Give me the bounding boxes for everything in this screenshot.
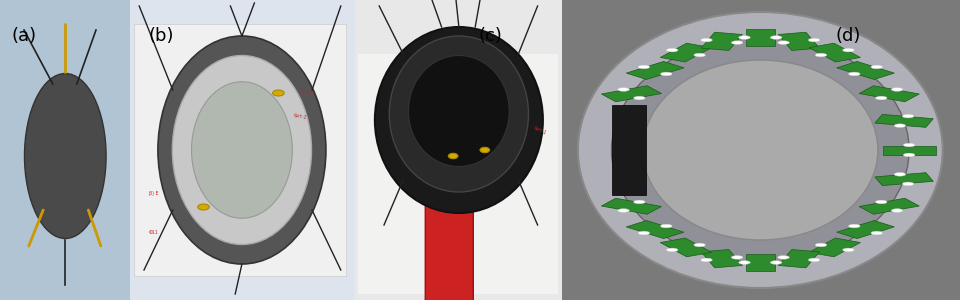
Ellipse shape: [24, 74, 107, 238]
Bar: [837, 61, 895, 80]
Circle shape: [808, 38, 820, 42]
Text: (b): (b): [149, 27, 175, 45]
Bar: [701, 250, 742, 268]
Ellipse shape: [578, 12, 943, 288]
Text: β) E: β) E: [149, 191, 158, 196]
Circle shape: [849, 224, 860, 228]
Ellipse shape: [273, 90, 284, 96]
Circle shape: [618, 209, 630, 212]
Ellipse shape: [173, 56, 311, 244]
Ellipse shape: [157, 36, 326, 264]
Bar: [746, 29, 775, 46]
Bar: [779, 250, 820, 268]
Ellipse shape: [480, 147, 490, 153]
Circle shape: [871, 65, 882, 69]
Bar: [809, 43, 860, 62]
Text: αμτ·1: αμτ·1: [533, 125, 547, 136]
Ellipse shape: [374, 27, 543, 213]
Circle shape: [903, 153, 915, 157]
Bar: [626, 61, 684, 80]
Bar: [859, 86, 920, 102]
FancyBboxPatch shape: [134, 24, 346, 276]
Circle shape: [894, 124, 905, 128]
Circle shape: [891, 209, 902, 212]
Ellipse shape: [192, 82, 292, 218]
Circle shape: [778, 41, 789, 44]
Ellipse shape: [198, 204, 209, 210]
Circle shape: [843, 248, 854, 252]
Bar: [660, 43, 711, 62]
Circle shape: [903, 143, 915, 147]
Circle shape: [618, 88, 630, 91]
FancyBboxPatch shape: [612, 105, 646, 195]
Bar: [746, 254, 775, 271]
Text: (a): (a): [12, 27, 36, 45]
Bar: [601, 86, 661, 102]
Bar: [779, 32, 820, 50]
Bar: [601, 198, 661, 214]
Circle shape: [666, 48, 678, 52]
FancyBboxPatch shape: [562, 0, 960, 300]
Bar: [626, 220, 684, 238]
Bar: [701, 32, 742, 50]
Circle shape: [634, 96, 645, 100]
Ellipse shape: [643, 60, 878, 240]
Circle shape: [770, 261, 781, 264]
Ellipse shape: [612, 38, 909, 262]
Circle shape: [815, 243, 827, 247]
Circle shape: [849, 72, 860, 76]
Text: αμτ·1: αμτ·1: [293, 112, 307, 121]
Circle shape: [739, 261, 751, 264]
Bar: [660, 238, 711, 257]
FancyBboxPatch shape: [130, 0, 355, 300]
FancyBboxPatch shape: [425, 164, 473, 300]
Circle shape: [638, 65, 650, 69]
Circle shape: [732, 256, 743, 259]
Circle shape: [894, 172, 905, 176]
Circle shape: [843, 48, 854, 52]
Text: (d): (d): [835, 27, 860, 45]
Bar: [837, 220, 895, 238]
Circle shape: [871, 231, 882, 235]
Bar: [875, 114, 933, 128]
Circle shape: [634, 200, 645, 204]
Circle shape: [808, 258, 820, 262]
Circle shape: [694, 243, 706, 247]
Circle shape: [666, 248, 678, 252]
Circle shape: [660, 224, 672, 228]
Circle shape: [732, 41, 743, 44]
Circle shape: [778, 256, 789, 259]
FancyBboxPatch shape: [355, 0, 562, 300]
Circle shape: [876, 200, 887, 204]
Circle shape: [660, 72, 672, 76]
Circle shape: [891, 88, 902, 91]
Circle shape: [770, 36, 781, 39]
Text: αμτ·1: αμτ·1: [298, 88, 312, 97]
FancyBboxPatch shape: [358, 54, 558, 294]
Bar: [859, 198, 920, 214]
Circle shape: [902, 182, 914, 186]
FancyBboxPatch shape: [0, 0, 130, 300]
Circle shape: [902, 114, 914, 118]
Circle shape: [701, 38, 712, 42]
Circle shape: [876, 96, 887, 100]
Ellipse shape: [409, 56, 509, 166]
Circle shape: [694, 53, 706, 57]
Circle shape: [739, 36, 751, 39]
Ellipse shape: [448, 153, 458, 159]
Bar: [809, 238, 860, 257]
Text: (c): (c): [478, 27, 502, 45]
Bar: [883, 146, 936, 154]
Text: Φ11: Φ11: [149, 230, 158, 235]
Circle shape: [701, 258, 712, 262]
Circle shape: [638, 231, 650, 235]
Bar: [875, 172, 933, 186]
Circle shape: [815, 53, 827, 57]
Ellipse shape: [390, 36, 528, 192]
